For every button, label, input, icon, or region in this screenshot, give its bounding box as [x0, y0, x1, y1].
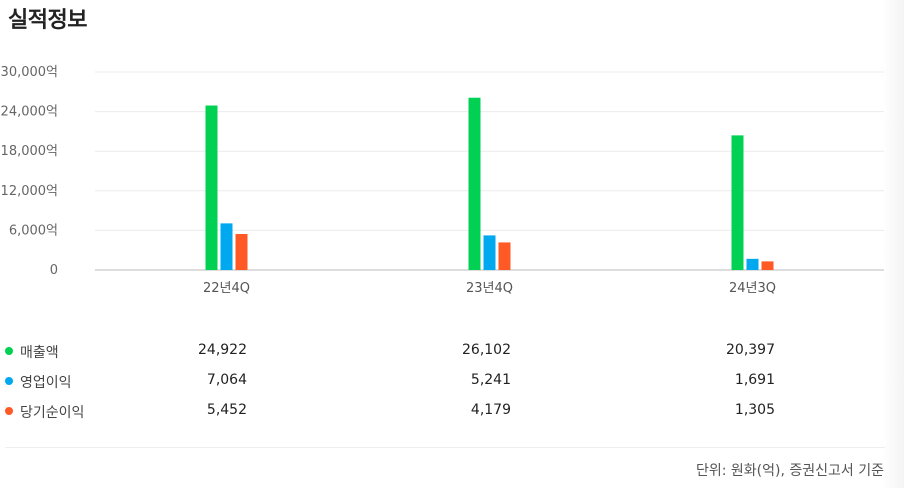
table-row-operating-profit: 영업이익 7,064 5,241 1,691	[0, 368, 904, 398]
x-tick-label: 23년4Q	[466, 281, 513, 296]
y-tick-label: 18,000억	[1, 144, 58, 159]
scroll-edge-shadow	[882, 0, 904, 488]
operating-profit-value-24-3q: 1,691	[734, 372, 775, 388]
y-tick-label: 30,000억	[1, 65, 58, 80]
x-tick-label: 22년4Q	[203, 281, 250, 296]
table-row-net-income: 당기순이익 5,452 4,179 1,305	[0, 398, 904, 428]
footer-divider	[5, 447, 885, 448]
bar-net-income[interactable]	[498, 242, 511, 270]
bar-revenue[interactable]	[731, 135, 744, 270]
row-label-net-income: 당기순이익	[20, 405, 85, 421]
revenue-value-24-3q: 20,397	[726, 342, 775, 358]
bar-net-income[interactable]	[761, 261, 774, 270]
unit-note: 단위: 원화(억), 증권신고서 기준	[695, 463, 884, 479]
revenue-value-22-4q: 24,922	[198, 342, 247, 358]
revenue-legend-dot	[5, 347, 13, 355]
y-tick-label: 6,000억	[9, 223, 58, 238]
net-income-value-24-3q: 1,305	[734, 402, 775, 418]
x-axis-ticks: 22년4Q 23년4Q 24년3Q	[203, 281, 776, 296]
bar-operating-profit[interactable]	[483, 235, 496, 270]
revenue-value-23-4q: 26,102	[462, 342, 511, 358]
y-tick-label: 0	[50, 263, 58, 278]
operating-profit-legend-dot	[5, 377, 13, 385]
bar-revenue[interactable]	[205, 105, 218, 270]
bars	[205, 97, 774, 270]
y-tick-label: 24,000억	[1, 105, 58, 120]
net-income-value-23-4q: 4,179	[470, 402, 511, 418]
y-axis-ticks: 30,000억 24,000억 18,000억 12,000억 6,000억 0	[1, 65, 58, 278]
bar-operating-profit[interactable]	[746, 258, 759, 270]
bar-revenue[interactable]	[468, 97, 481, 270]
net-income-legend-dot	[5, 407, 13, 415]
x-tick-label: 24년3Q	[729, 281, 776, 296]
bar-net-income[interactable]	[235, 234, 248, 270]
row-label-revenue: 매출액	[20, 345, 59, 361]
operating-profit-value-23-4q: 5,241	[470, 372, 511, 388]
row-label-operating-profit: 영업이익	[20, 375, 72, 391]
table-row-revenue: 매출액 24,922 26,102 20,397	[0, 338, 904, 368]
page-title: 실적정보	[8, 8, 87, 33]
operating-profit-value-22-4q: 7,064	[206, 372, 247, 388]
y-tick-label: 12,000억	[1, 184, 58, 199]
earnings-bar-chart: 30,000억 24,000억 18,000억 12,000억 6,000억 0 22년4…	[1, 65, 884, 296]
bar-operating-profit[interactable]	[220, 223, 233, 270]
net-income-value-22-4q: 5,452	[206, 402, 247, 418]
